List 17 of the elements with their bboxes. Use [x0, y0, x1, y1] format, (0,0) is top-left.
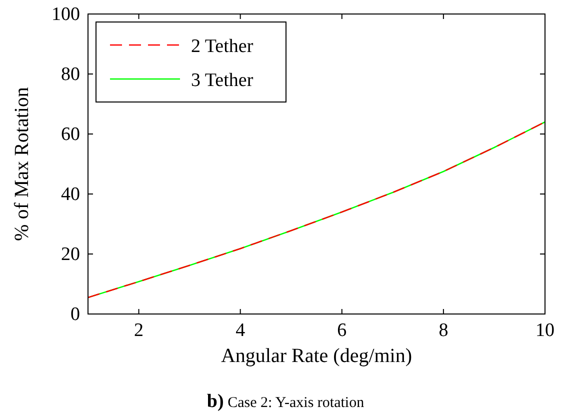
x-axis-title: Angular Rate (deg/min): [220, 345, 412, 367]
x-tick-label: 10: [536, 320, 554, 341]
y-tick-label: 20: [61, 244, 80, 265]
y-tick-label: 80: [61, 64, 80, 85]
x-tick-label: 8: [438, 320, 448, 341]
y-tick-label: 40: [61, 184, 80, 205]
legend-label: 3 Tether: [191, 70, 254, 91]
text: b) Case 2: Y-axis rotation: [206, 391, 365, 412]
y-tick-label: 0: [70, 304, 80, 325]
x-tick-label: 4: [236, 320, 246, 341]
y-tick-label: 100: [52, 4, 80, 25]
y-tick-label: 60: [61, 124, 80, 145]
x-tick-label: 6: [337, 320, 347, 341]
y-axis-title: % of Max Rotation: [11, 87, 33, 241]
legend-label: 2 Tether: [191, 36, 254, 57]
x-tick-label: 2: [134, 320, 144, 341]
line-series: [88, 121, 545, 298]
